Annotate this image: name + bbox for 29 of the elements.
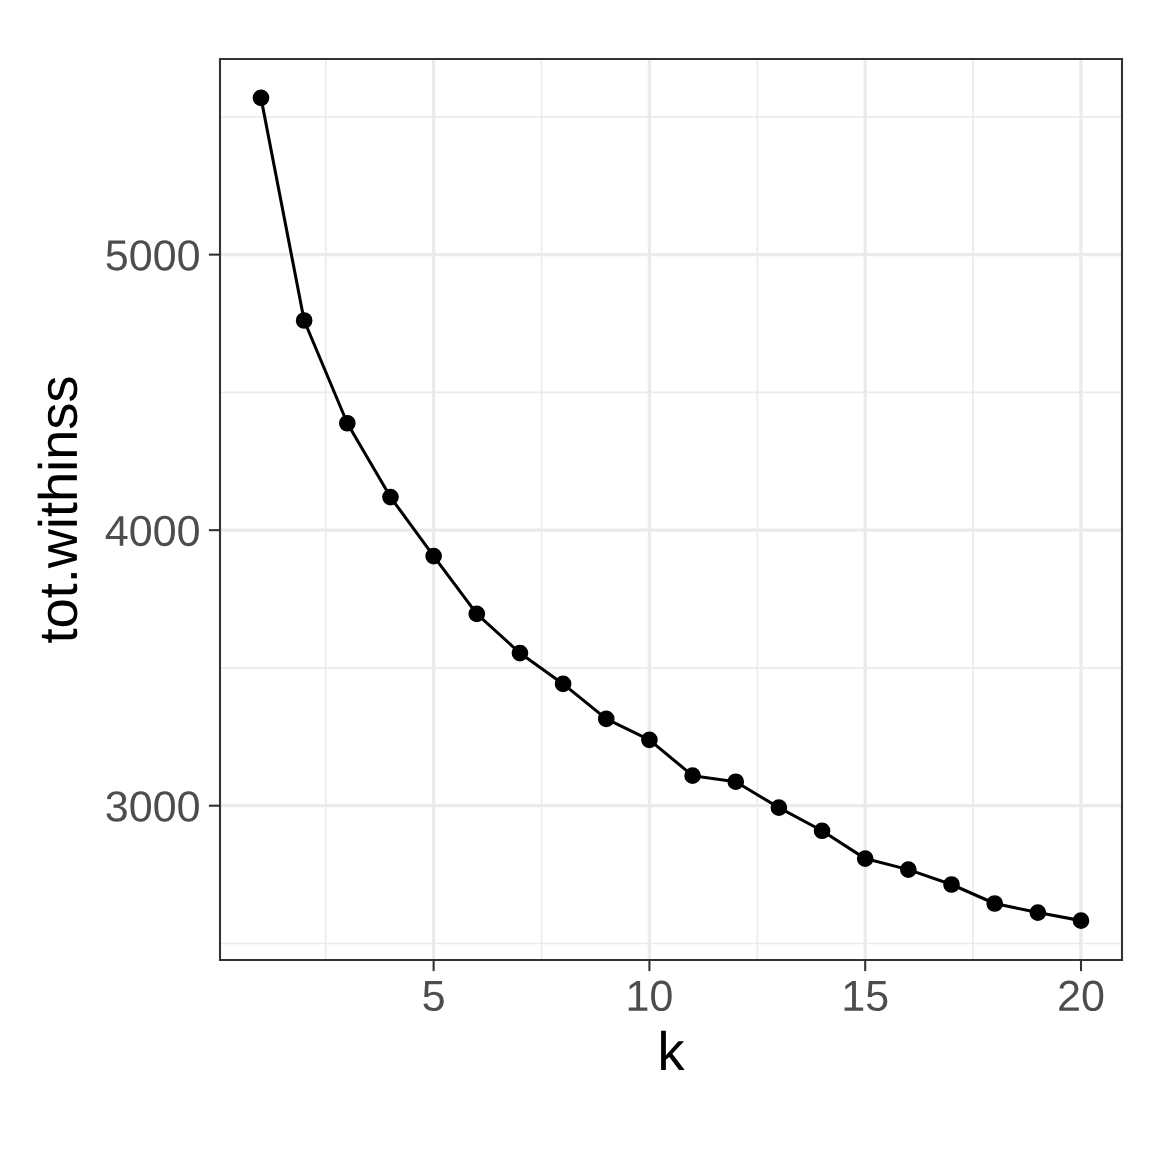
point	[1029, 904, 1047, 921]
point	[943, 876, 960, 893]
point	[684, 767, 701, 785]
x-tick-label: 5	[423, 981, 444, 1012]
point	[382, 488, 399, 506]
point	[468, 605, 486, 623]
point	[770, 799, 788, 816]
point	[597, 710, 615, 728]
y-axis-title: tot.withinss	[37, 377, 78, 643]
x-tick-label: 20	[1059, 980, 1104, 1012]
x-tick-label: 15	[844, 981, 888, 1012]
y-tick-label: 3000	[106, 791, 199, 822]
point	[338, 414, 356, 432]
y-tick-label: 4000	[105, 515, 199, 547]
point	[986, 895, 1004, 912]
point	[252, 89, 270, 107]
point	[1072, 912, 1090, 929]
point	[295, 312, 313, 329]
point	[511, 644, 529, 662]
point	[425, 547, 442, 565]
x-axis-title: k	[661, 1030, 685, 1070]
point	[727, 773, 745, 791]
point	[554, 675, 572, 693]
x-tick-label: 10	[628, 980, 672, 1012]
y-tick-label: 5000	[106, 240, 199, 271]
point	[641, 731, 658, 749]
point	[900, 861, 917, 878]
point	[856, 850, 874, 867]
point	[813, 822, 831, 840]
